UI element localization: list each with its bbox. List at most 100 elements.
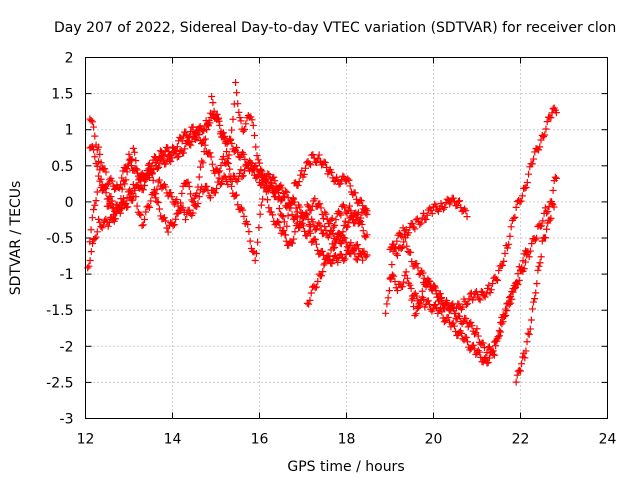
data-point xyxy=(521,354,529,362)
data-point xyxy=(249,165,257,173)
data-point xyxy=(535,146,543,154)
series-track-3 xyxy=(86,78,371,239)
data-point xyxy=(398,283,406,291)
data-point xyxy=(526,247,534,255)
data-point xyxy=(219,153,227,161)
data-point xyxy=(510,214,518,222)
data-point xyxy=(436,290,444,298)
data-point xyxy=(200,136,208,144)
data-point xyxy=(310,154,318,162)
data-point xyxy=(461,205,469,213)
data-point xyxy=(336,180,344,188)
data-point xyxy=(339,228,347,236)
data-point xyxy=(517,367,524,375)
data-point xyxy=(240,212,248,220)
data-point xyxy=(248,160,256,168)
data-point xyxy=(541,131,549,139)
data-point xyxy=(259,195,267,203)
data-point xyxy=(247,159,255,167)
data-point xyxy=(245,228,253,236)
data-point xyxy=(434,207,442,215)
data-point xyxy=(148,170,156,178)
data-point xyxy=(316,221,324,229)
data-point xyxy=(548,200,556,208)
data-point xyxy=(444,301,452,309)
data-point xyxy=(314,278,322,286)
data-point xyxy=(221,173,229,181)
data-point xyxy=(293,213,301,221)
data-point xyxy=(531,236,539,244)
data-point xyxy=(536,259,544,267)
data-point xyxy=(194,126,202,134)
data-point xyxy=(182,216,190,224)
data-point xyxy=(173,143,181,151)
data-point xyxy=(271,177,279,185)
data-point xyxy=(525,170,533,178)
data-point xyxy=(168,193,176,201)
data-point xyxy=(122,200,130,208)
data-point xyxy=(500,257,508,265)
data-point xyxy=(144,161,152,169)
data-point xyxy=(173,153,181,161)
data-point xyxy=(495,332,503,340)
data-point xyxy=(179,204,187,212)
data-point xyxy=(328,168,336,176)
data-point xyxy=(512,378,520,386)
data-point xyxy=(323,215,331,223)
data-point xyxy=(490,351,498,359)
data-point xyxy=(251,131,259,139)
data-point xyxy=(530,155,538,163)
data-point xyxy=(332,239,340,247)
data-point xyxy=(449,194,457,202)
data-point xyxy=(316,200,324,208)
data-point xyxy=(167,157,175,165)
data-point xyxy=(125,150,133,158)
data-point xyxy=(360,247,368,255)
data-point xyxy=(351,189,359,197)
data-point xyxy=(309,218,317,226)
data-point xyxy=(469,341,477,349)
data-point xyxy=(340,257,348,265)
data-point xyxy=(167,189,175,197)
data-point xyxy=(349,246,357,254)
data-point xyxy=(363,231,371,239)
data-point xyxy=(233,143,241,151)
data-point xyxy=(155,163,163,171)
data-point xyxy=(462,314,470,322)
data-point xyxy=(261,184,269,192)
data-point xyxy=(179,132,187,140)
data-point xyxy=(260,172,268,180)
data-point xyxy=(532,289,540,297)
data-point xyxy=(91,235,99,243)
data-point xyxy=(393,237,401,245)
data-point xyxy=(131,148,139,156)
data-point xyxy=(475,348,483,356)
data-point xyxy=(403,274,411,282)
data-point xyxy=(438,308,446,316)
data-point xyxy=(511,213,519,221)
data-point xyxy=(319,268,327,276)
data-point xyxy=(141,216,149,224)
data-point xyxy=(456,312,464,320)
data-point xyxy=(407,248,415,256)
data-point xyxy=(215,117,223,125)
data-point xyxy=(249,121,257,129)
data-point xyxy=(268,183,276,191)
data-point xyxy=(403,242,411,250)
data-point xyxy=(341,255,349,263)
data-point xyxy=(438,300,446,308)
data-point xyxy=(328,260,336,268)
data-point xyxy=(138,222,146,230)
data-point xyxy=(410,303,418,311)
data-point xyxy=(108,197,116,205)
data-point xyxy=(93,228,101,236)
data-point xyxy=(538,222,546,230)
data-point xyxy=(480,355,488,363)
data-point xyxy=(398,243,406,251)
data-point xyxy=(112,208,120,216)
data-point xyxy=(343,223,350,231)
data-point xyxy=(153,198,161,206)
data-point xyxy=(282,237,290,245)
data-point xyxy=(175,153,183,161)
data-point xyxy=(96,150,104,158)
